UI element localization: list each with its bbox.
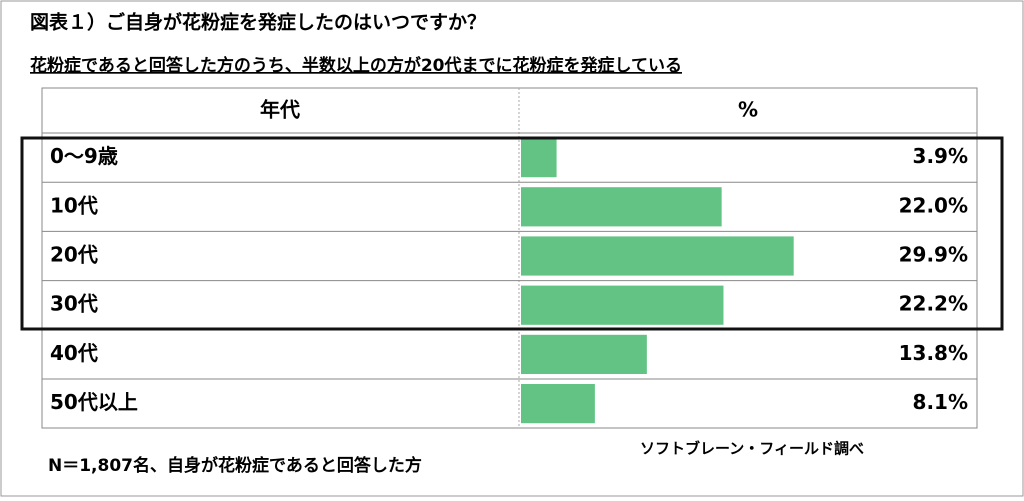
bar [521,236,794,276]
value-label: 29.9% [899,243,968,267]
bar [521,138,557,178]
bar [521,285,724,325]
category-label: 20代 [50,243,98,267]
value-label: 3.9% [913,144,968,168]
table-border [41,87,978,429]
bar [521,384,595,424]
value-label: 13.8% [899,341,968,365]
bar [521,187,722,227]
column-header: 年代 [260,98,300,122]
chart-subtitle: 花粉症であると回答した方のうち、半数以上の方が20代までに花粉症を発症している [30,55,682,76]
column-header: % [738,98,758,122]
category-label: 30代 [50,292,98,316]
chart-title: 図表１）ご自身が花粉症を発症したのはいつですか？ [30,11,486,34]
category-label: 10代 [50,193,98,217]
value-label: 22.0% [899,193,968,217]
bar [521,334,647,374]
category-label: 40代 [50,341,98,365]
source: ソフトブレーン・フィールド調べ [640,440,864,458]
value-label: 22.2% [899,292,968,316]
highlight-box [20,136,1004,331]
note: N＝1,807名、自身が花粉症であると回答した方 [48,455,422,476]
category-label: 0～9歳 [50,144,118,168]
value-label: 8.1% [913,390,968,414]
category-label: 50代以上 [50,390,138,414]
